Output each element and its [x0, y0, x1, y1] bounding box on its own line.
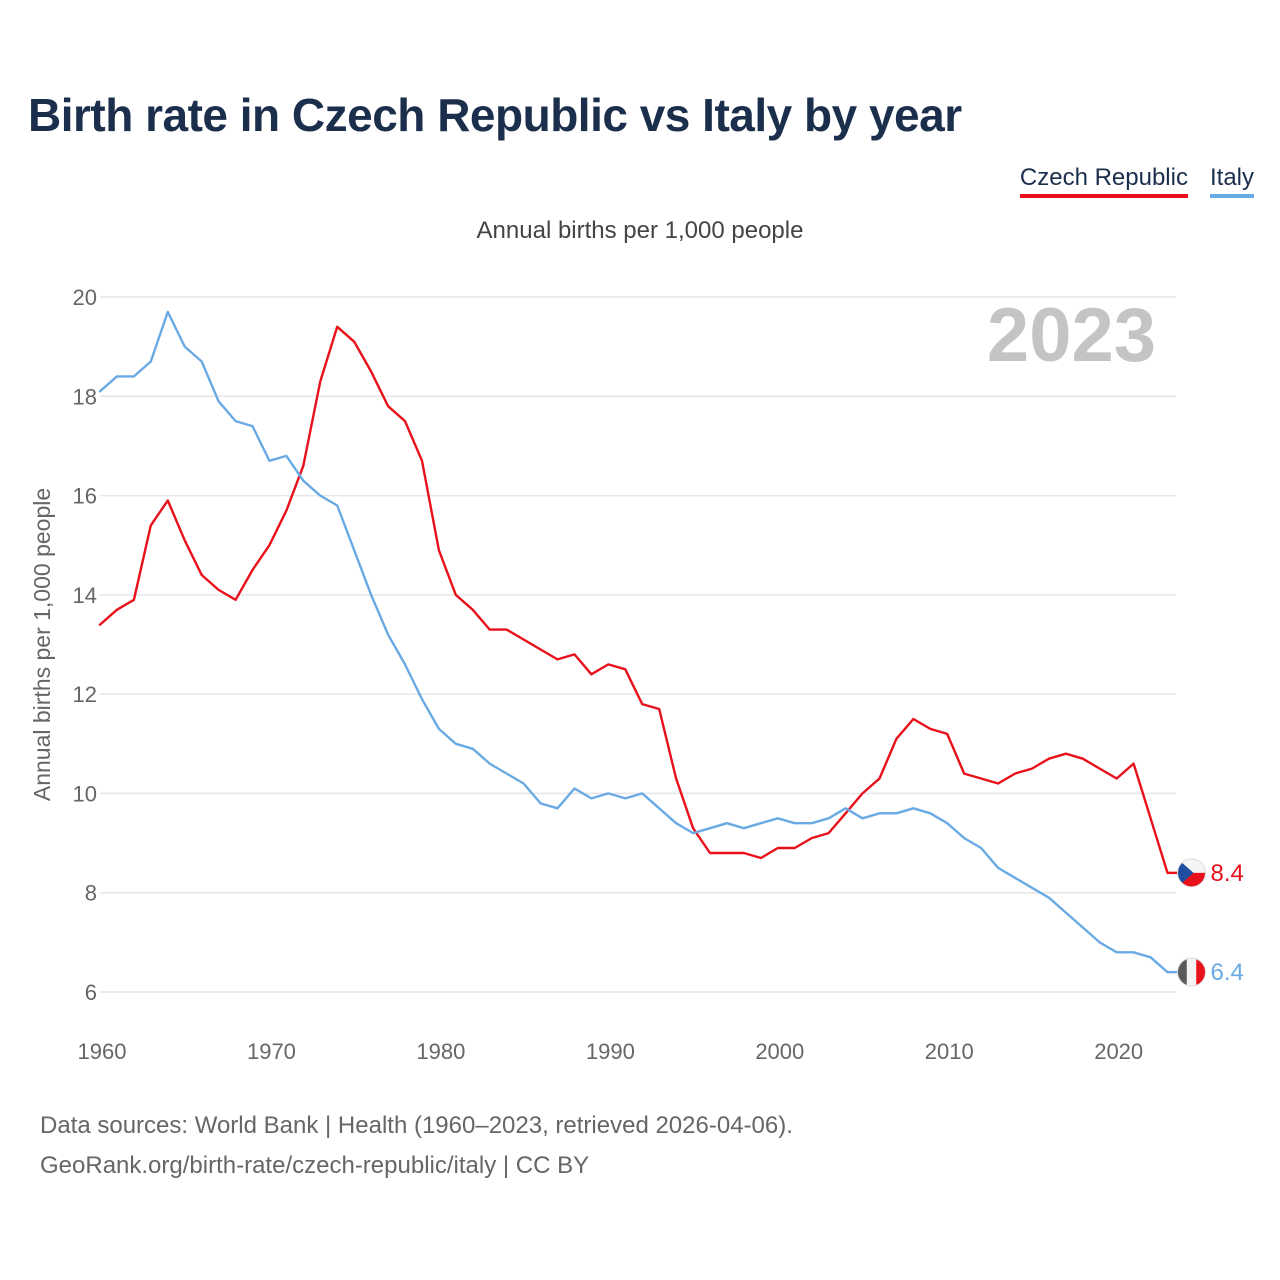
y-tick-label: 6	[85, 980, 97, 1005]
x-axis: 1960 1970 1980 1990 2000 2010 2020	[78, 1039, 1144, 1064]
y-axis-label: Annual births per 1,000 people	[29, 488, 55, 801]
series-line-italy[interactable]	[98, 310, 1169, 974]
x-tick-label: 2020	[1094, 1039, 1143, 1064]
end-value-label: 6.4	[1211, 959, 1244, 986]
legend-item-czech-republic[interactable]: Czech Republic	[1019, 164, 1188, 198]
sources-line-2[interactable]: GeoRank.org/birth-rate/czech-republic/it…	[40, 1152, 590, 1179]
data-sources: Data sources: World Bank | Health (1960–…	[40, 1106, 793, 1186]
series-lines	[98, 310, 1169, 974]
x-tick-label: 2010	[925, 1039, 974, 1064]
chart-subtitle: Annual births per 1,000 people	[476, 217, 804, 244]
line-chart: 6 8 10 12 14 16 18 20 1960 1970 1980 1990 2000 2010 2…	[29, 285, 1244, 1064]
y-tick-label: 8	[85, 881, 97, 906]
x-tick-label: 1990	[586, 1039, 635, 1064]
end-value-label: 8.4	[1211, 860, 1244, 887]
gridlines	[100, 296, 1176, 993]
series-line-czech-republic[interactable]	[98, 325, 1169, 875]
x-tick-label: 1980	[416, 1039, 465, 1064]
chart-title: Birth rate in Czech Republic vs Italy by…	[28, 89, 962, 141]
x-tick-label: 2000	[755, 1039, 804, 1064]
x-tick-label: 1970	[247, 1039, 296, 1064]
sources-line-1: Data sources: World Bank | Health (1960–…	[40, 1112, 793, 1139]
end-markers: 8.4 6.4	[1167, 858, 1244, 987]
y-tick-label: 12	[73, 682, 97, 707]
legend: Czech Republic Italy	[1019, 164, 1254, 198]
y-axis: 6 8 10 12 14 16 18 20	[73, 285, 97, 1005]
y-tick-label: 16	[73, 484, 97, 509]
czech-flag-icon	[1177, 858, 1207, 888]
italy-flag-icon	[1177, 957, 1207, 987]
x-tick-label: 1960	[78, 1039, 127, 1064]
legend-item-italy[interactable]: Italy	[1209, 164, 1254, 198]
y-tick-label: 14	[73, 583, 97, 608]
y-tick-label: 10	[73, 781, 97, 806]
y-tick-label: 18	[73, 384, 97, 409]
current-year-label: 2023	[987, 293, 1156, 378]
y-tick-label: 20	[73, 285, 97, 310]
